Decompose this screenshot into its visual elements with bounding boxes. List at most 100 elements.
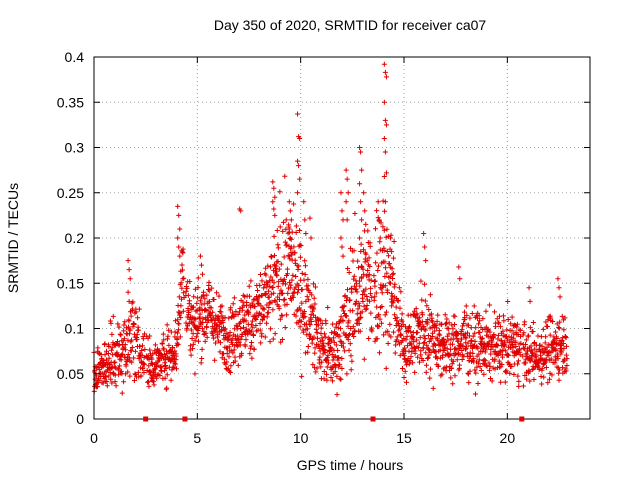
data-point bbox=[339, 356, 345, 362]
data-point bbox=[296, 263, 302, 269]
data-point bbox=[402, 345, 408, 351]
data-point bbox=[459, 327, 465, 333]
data-point bbox=[550, 318, 556, 324]
data-point bbox=[346, 298, 352, 304]
data-point bbox=[222, 356, 228, 362]
data-point bbox=[381, 135, 387, 141]
data-point bbox=[341, 303, 347, 309]
data-point bbox=[210, 332, 216, 338]
data-point bbox=[393, 304, 399, 310]
data-point bbox=[467, 368, 473, 374]
data-point bbox=[428, 366, 434, 372]
data-point bbox=[151, 369, 157, 375]
data-point bbox=[125, 352, 131, 358]
data-point bbox=[363, 307, 369, 313]
data-point bbox=[539, 365, 545, 371]
data-point bbox=[463, 303, 469, 309]
data-point bbox=[288, 217, 294, 223]
data-point bbox=[304, 294, 310, 300]
data-point bbox=[345, 337, 351, 343]
data-point bbox=[343, 167, 349, 173]
data-point bbox=[116, 366, 122, 372]
data-point bbox=[195, 295, 201, 301]
data-point bbox=[515, 373, 521, 379]
data-point bbox=[464, 312, 470, 318]
data-point bbox=[287, 285, 293, 291]
gap-markers bbox=[143, 416, 525, 422]
data-point bbox=[426, 352, 432, 358]
data-point bbox=[235, 323, 241, 329]
data-point bbox=[162, 375, 168, 381]
data-point bbox=[210, 309, 216, 315]
data-point bbox=[502, 341, 508, 347]
data-point bbox=[383, 365, 389, 371]
data-point bbox=[193, 334, 199, 340]
data-point bbox=[255, 294, 261, 300]
y-tick-label: 0.1 bbox=[65, 321, 85, 337]
data-point bbox=[125, 258, 131, 264]
data-point bbox=[357, 283, 363, 289]
data-point bbox=[527, 378, 533, 384]
data-point bbox=[267, 339, 273, 345]
data-point bbox=[382, 117, 388, 123]
data-point bbox=[428, 311, 434, 317]
data-point bbox=[190, 341, 196, 347]
data-point bbox=[274, 227, 280, 233]
data-point bbox=[526, 369, 532, 375]
data-point bbox=[339, 244, 345, 250]
data-point bbox=[284, 271, 290, 277]
data-point bbox=[95, 345, 101, 351]
data-point bbox=[230, 310, 236, 316]
data-point bbox=[347, 341, 353, 347]
data-point bbox=[125, 289, 131, 295]
axis-ticks: 0 0.05 0.1 0.15 0.2 0.25 0.3 0.35 0.4 0 5 10 15 20 bbox=[57, 49, 590, 446]
data-point bbox=[226, 354, 232, 360]
data-point bbox=[321, 376, 327, 382]
data-point bbox=[549, 372, 555, 378]
data-point bbox=[524, 376, 530, 382]
data-point bbox=[176, 244, 182, 250]
data-point bbox=[513, 329, 519, 335]
data-point bbox=[126, 267, 132, 273]
data-point bbox=[273, 265, 279, 271]
data-point bbox=[109, 345, 115, 351]
data-point bbox=[433, 323, 439, 329]
data-point bbox=[141, 370, 147, 376]
data-point bbox=[501, 318, 507, 324]
data-point bbox=[142, 347, 148, 353]
data-point bbox=[227, 329, 233, 335]
data-point bbox=[552, 354, 558, 360]
data-point bbox=[392, 281, 398, 287]
data-point bbox=[146, 363, 152, 369]
data-point bbox=[454, 357, 460, 363]
data-point bbox=[204, 292, 210, 298]
data-point bbox=[358, 199, 364, 205]
data-point bbox=[249, 339, 255, 345]
data-point bbox=[340, 344, 346, 350]
data-point bbox=[392, 312, 398, 318]
data-point bbox=[329, 365, 335, 371]
data-point bbox=[303, 298, 309, 304]
data-point bbox=[284, 301, 290, 307]
data-point bbox=[365, 268, 371, 274]
y-tick-label: 0.35 bbox=[57, 94, 84, 110]
data-point bbox=[293, 223, 299, 229]
data-point bbox=[346, 347, 352, 353]
data-point bbox=[106, 355, 112, 361]
data-point bbox=[178, 303, 184, 309]
data-point bbox=[344, 371, 350, 377]
data-point bbox=[180, 246, 186, 252]
data-point bbox=[236, 339, 242, 345]
data-point bbox=[414, 337, 420, 343]
data-point bbox=[338, 314, 344, 320]
data-point bbox=[302, 263, 308, 269]
data-point bbox=[359, 274, 365, 280]
data-point bbox=[122, 319, 128, 325]
data-point bbox=[394, 315, 400, 321]
data-point bbox=[526, 285, 532, 291]
data-point bbox=[244, 300, 250, 306]
data-point bbox=[314, 365, 320, 371]
data-point bbox=[358, 149, 364, 155]
data-point bbox=[368, 285, 374, 291]
data-point bbox=[471, 303, 477, 309]
